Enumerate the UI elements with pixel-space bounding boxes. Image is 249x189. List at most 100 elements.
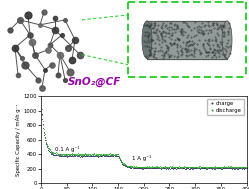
Point [166, 167, 170, 170]
Point [134, 167, 138, 170]
Point [165, 166, 169, 169]
Point [170, 167, 174, 170]
Point [94, 154, 98, 157]
Point [193, 165, 197, 168]
Point [88, 154, 92, 157]
Point [105, 153, 109, 156]
Point [142, 165, 146, 168]
Point [222, 167, 226, 170]
Point [168, 167, 172, 170]
Point [154, 165, 158, 168]
Point [145, 167, 149, 170]
Point [204, 167, 208, 170]
Point [209, 165, 213, 168]
Point [200, 167, 204, 170]
Point [203, 167, 207, 170]
Point [65, 155, 69, 158]
Point [241, 165, 245, 168]
Point [195, 167, 199, 170]
Point [244, 167, 248, 170]
Point [84, 153, 88, 156]
Point [44, 140, 48, 143]
Point [93, 154, 97, 157]
Point [135, 167, 139, 170]
Point [108, 153, 112, 156]
Point [116, 153, 120, 156]
Point [89, 153, 93, 156]
Point [42, 127, 46, 130]
Point [232, 167, 236, 170]
Point [79, 153, 83, 156]
Point [46, 144, 50, 147]
Point [201, 165, 205, 168]
Point [244, 167, 248, 170]
Point [198, 165, 202, 168]
Point [116, 153, 120, 156]
Point [69, 153, 73, 156]
Point [114, 154, 118, 157]
Point [242, 166, 246, 169]
Point [236, 165, 240, 168]
Point [118, 158, 122, 161]
Point [133, 166, 137, 169]
Point [52, 153, 56, 156]
Point [170, 166, 174, 169]
Point [226, 167, 230, 170]
Point [88, 155, 92, 158]
Point [126, 165, 130, 168]
Point [199, 166, 203, 169]
Point [78, 153, 82, 156]
Point [109, 154, 113, 157]
Point [82, 153, 86, 156]
Point [96, 154, 100, 157]
Point [40, 108, 44, 111]
Point [167, 166, 171, 169]
Point [80, 155, 84, 158]
Point [162, 167, 166, 170]
Point [169, 167, 173, 170]
Point [163, 165, 167, 168]
Point [107, 154, 111, 157]
Point [44, 139, 48, 142]
Point [110, 154, 114, 157]
Point [200, 167, 204, 170]
Point [194, 166, 198, 169]
Point [223, 167, 227, 170]
Point [152, 167, 156, 170]
Point [201, 167, 205, 170]
Point [243, 167, 247, 170]
Point [141, 167, 145, 170]
Point [229, 166, 233, 169]
Point [163, 167, 167, 170]
Point [54, 153, 58, 156]
Point [173, 166, 177, 169]
Point [139, 165, 143, 168]
Point [135, 165, 139, 168]
Point [181, 166, 185, 169]
Point [104, 153, 108, 156]
Point [208, 167, 212, 170]
Point [93, 155, 97, 158]
Point [111, 153, 115, 156]
Point [125, 165, 129, 168]
Point [132, 165, 136, 168]
Point [164, 166, 168, 169]
Point [164, 166, 168, 169]
Point [177, 167, 181, 170]
Point [70, 154, 74, 157]
Point [71, 154, 75, 157]
Point [64, 153, 68, 156]
Point [127, 164, 131, 167]
Point [136, 166, 140, 169]
Point [175, 167, 179, 170]
Point [42, 131, 46, 134]
Point [238, 165, 242, 168]
Point [76, 154, 80, 157]
Point [110, 153, 114, 156]
Point [232, 166, 236, 169]
Point [137, 166, 141, 169]
Point [103, 155, 107, 158]
Point [167, 167, 171, 170]
Point [169, 166, 173, 169]
Point [221, 167, 225, 170]
